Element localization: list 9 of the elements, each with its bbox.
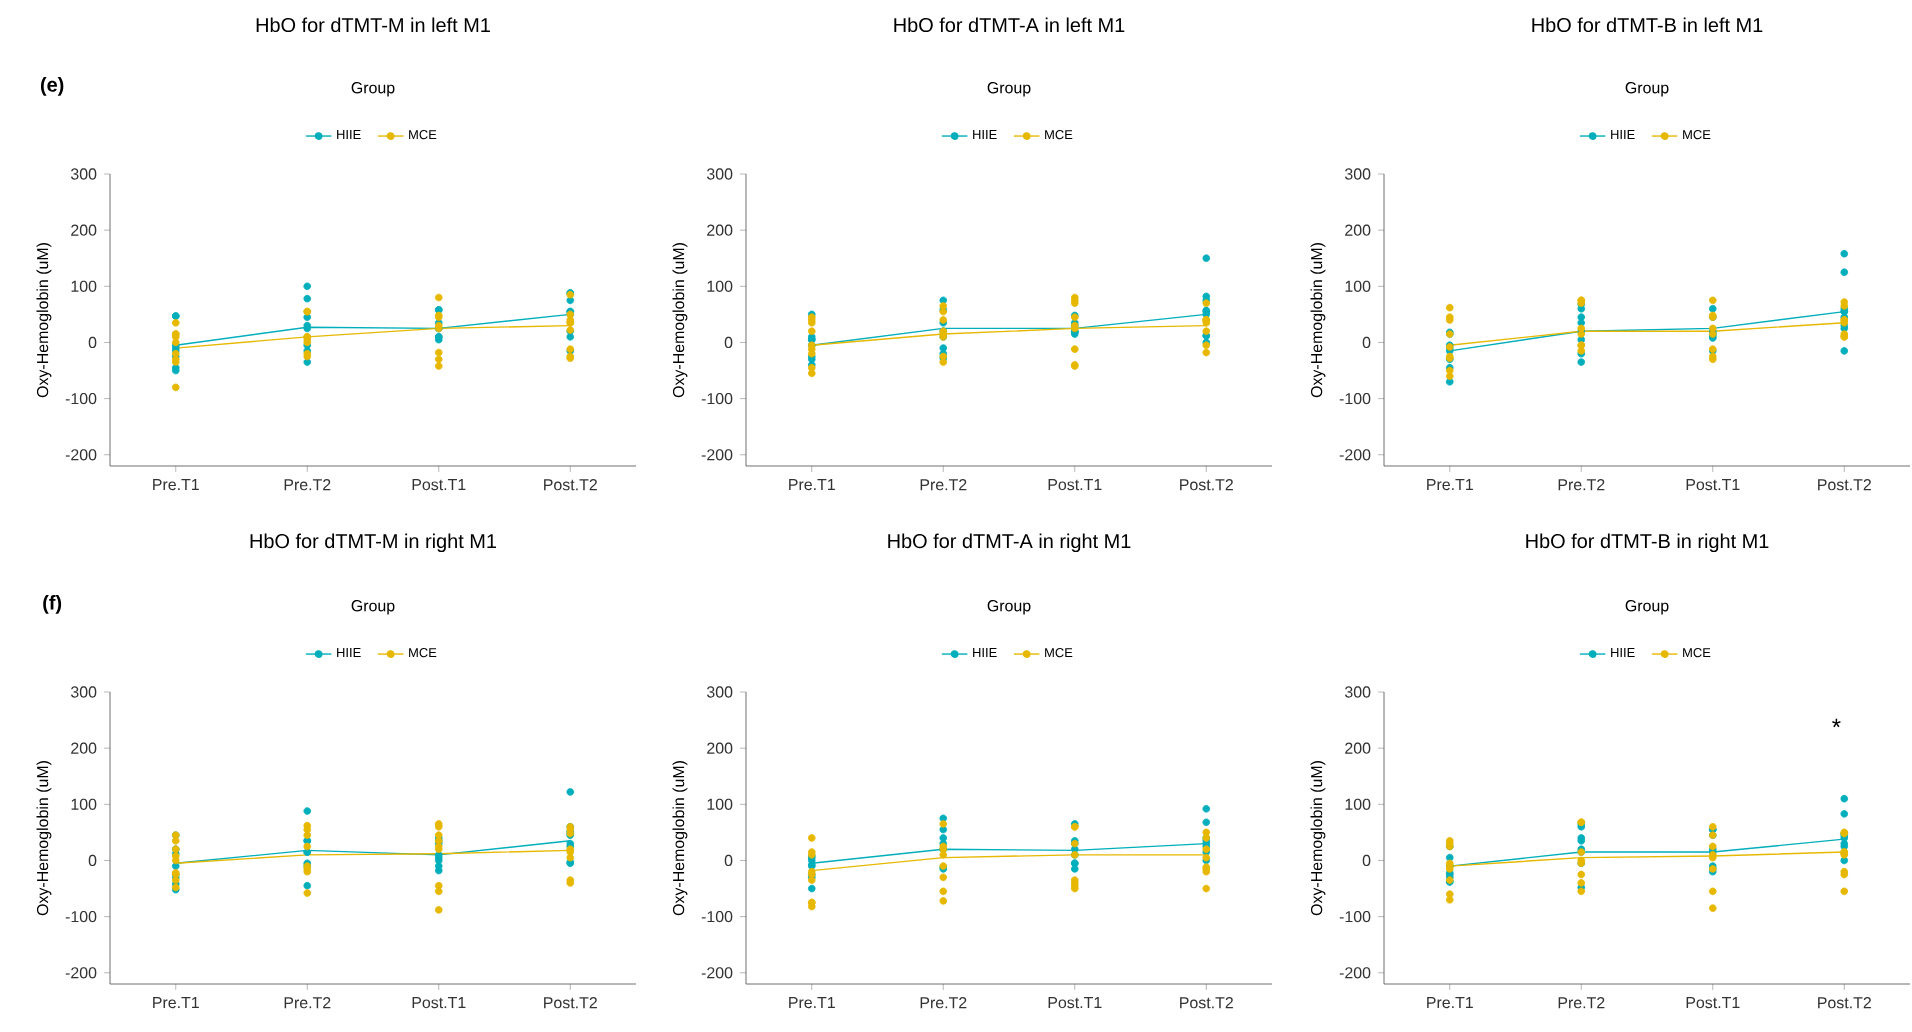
chart-title: HbO for dTMT-A in left M1 bbox=[894, 17, 1125, 33]
text: (e) bbox=[40, 77, 64, 96]
annotation: * bbox=[1832, 718, 1841, 728]
chart-title: HbO for dTMT-B in left M1 bbox=[1532, 17, 1763, 33]
chart-title: HbO for dTMT-A in right M1 bbox=[888, 533, 1131, 553]
chart-title: HbO for dTMT-B in right M1 bbox=[1526, 533, 1769, 553]
chart-title: HbO for dTMT-M in left M1 bbox=[256, 17, 490, 33]
text: (f) bbox=[43, 595, 62, 614]
chart-title: HbO for dTMT-M in right M1 bbox=[250, 533, 497, 553]
